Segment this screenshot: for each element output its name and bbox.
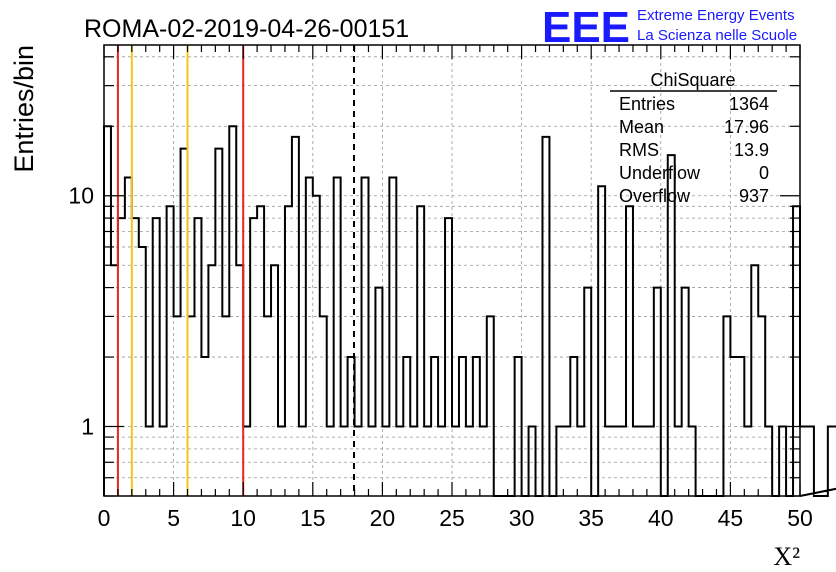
eee-logo: EEE Extreme Energy Events La Scienza nel… <box>542 3 797 52</box>
stats-box: ChiSquare Entries 1364 Mean 17.96 RMS 13… <box>610 70 777 206</box>
reference-lines <box>116 45 356 496</box>
stats-value: 17.96 <box>724 117 769 137</box>
stats-value: 1364 <box>729 94 769 114</box>
x-tick-label: 25 <box>439 505 465 531</box>
stats-row: Underflow 0 <box>619 163 769 183</box>
x-tick-label: 30 <box>509 505 535 531</box>
stats-row: Overflow 937 <box>619 186 769 206</box>
stats-value: 0 <box>759 163 769 183</box>
y-tick-label: 10 <box>68 183 94 209</box>
x-tick-label: 0 <box>98 505 111 531</box>
x-tick-label: 10 <box>230 505 256 531</box>
y-axis-label: Entries/bin <box>9 45 39 173</box>
stats-label: Entries <box>619 94 675 114</box>
y-axis: 1 10 <box>68 56 800 497</box>
x-tick-label: 45 <box>718 505 744 531</box>
x-tick-label: 15 <box>300 505 326 531</box>
x-tick-label: 35 <box>578 505 604 531</box>
stats-title: ChiSquare <box>650 70 735 90</box>
run-title: ROMA-02-2019-04-26-00151 <box>84 15 409 43</box>
stats-label: RMS <box>619 140 659 160</box>
histogram-line <box>103 125 836 497</box>
stats-label: Underflow <box>619 163 701 183</box>
eee-logo-text: EEE <box>542 3 630 52</box>
stats-label: Mean <box>619 117 664 137</box>
stats-row: RMS 13.9 <box>619 140 769 160</box>
stats-row: Entries 1364 <box>619 94 769 114</box>
x-axis-label: X² <box>773 542 800 571</box>
eee-logo-line2: La Scienza nelle Scuole <box>637 27 797 44</box>
x-tick-label: 50 <box>787 505 813 531</box>
x-tick-label: 40 <box>648 505 674 531</box>
x-axis: 0 5 10 15 20 25 30 35 40 45 50 <box>98 45 813 531</box>
stats-value: 13.9 <box>734 140 769 160</box>
x-tick-label: 20 <box>370 505 396 531</box>
eee-logo-line1: Extreme Energy Events <box>637 7 795 24</box>
stats-value: 937 <box>739 186 769 206</box>
stats-row: Mean 17.96 <box>619 117 769 137</box>
stats-label: Overflow <box>619 186 691 206</box>
x-tick-label: 5 <box>167 505 180 531</box>
histogram <box>103 125 836 497</box>
y-tick-label: 1 <box>81 414 94 440</box>
